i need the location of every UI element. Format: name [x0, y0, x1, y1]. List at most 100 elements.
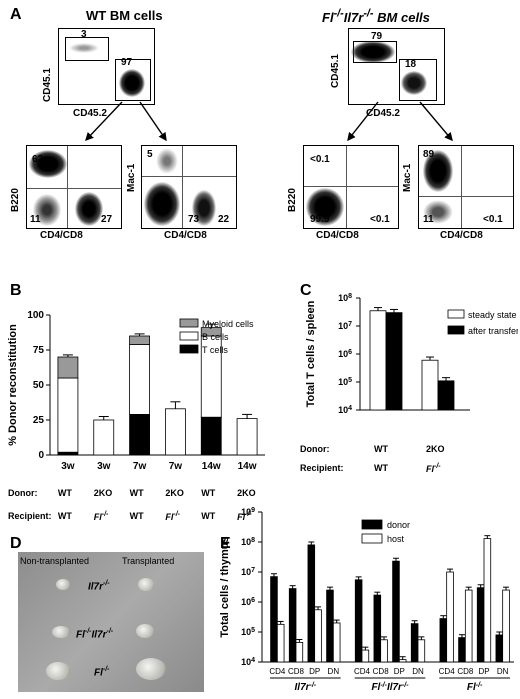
bar-steady-state — [369, 310, 387, 411]
legend-label: T cells — [202, 345, 228, 355]
recipient-value: WT — [201, 511, 216, 521]
bar-donor — [476, 587, 485, 663]
wt-mac1-q4: 22 — [218, 214, 230, 225]
legend-label: donor — [387, 520, 410, 530]
bar-donor — [307, 544, 316, 663]
wt-b220-ylabel: B220 — [10, 188, 21, 212]
wt-gate-right-value: 97 — [121, 57, 133, 68]
gate-cd451 — [65, 37, 109, 61]
legend-swatch — [447, 309, 465, 319]
y-tick-label: 100 — [27, 310, 44, 321]
donor-value: 2KO — [237, 488, 256, 498]
thymus-organ — [56, 579, 70, 590]
bar-after-transfer — [385, 312, 403, 411]
x-tick-label: CD4 — [269, 667, 286, 676]
ko-b220-q3: 99.9 — [310, 214, 330, 225]
ko-top-xlabel: CD45.2 — [366, 108, 400, 119]
quadrant-line — [304, 186, 398, 187]
donor-value: WT — [129, 488, 144, 498]
recipient-value: WT — [129, 511, 144, 521]
recipient-value: Fl-/- — [237, 511, 252, 522]
quadrant-line — [67, 146, 68, 228]
cell-cluster — [423, 150, 453, 192]
cell-cluster — [33, 194, 61, 226]
donor-value: WT — [374, 444, 388, 454]
panel-d-letter: D — [10, 535, 22, 552]
legend-label: Myeloid cells — [202, 319, 254, 329]
bar-donor — [354, 579, 363, 663]
group-label: Fl-/- — [467, 682, 483, 694]
wt-b220-q1: 62 — [32, 154, 44, 165]
y-axis-label: Total cells / thymus — [219, 536, 231, 637]
y-tick-label: 105 — [338, 377, 352, 388]
bar-myeloid-cells — [57, 356, 79, 379]
panel-c-letter: C — [300, 282, 312, 299]
wt-mac1-plot: 5 73 22 — [141, 145, 237, 229]
x-tick-label: 7w — [133, 461, 147, 472]
ko-gate-right-value: 18 — [405, 59, 417, 70]
panel-c-donor-label: Donor: — [300, 444, 330, 454]
bar-donor — [373, 594, 382, 663]
panel-b-recipient-label: Recipient: — [8, 511, 52, 521]
cell-cluster — [75, 192, 103, 226]
row-label-il7r: Il7r-/- — [88, 580, 110, 593]
cell-cluster — [69, 43, 99, 53]
bar-donor — [288, 588, 297, 663]
bar-host — [332, 622, 341, 663]
x-tick-label: DN — [497, 667, 509, 676]
cell-cluster — [351, 41, 395, 63]
panel-e-chart: 104 105 106 107 108 109 Total cells / thymus CD… — [219, 507, 514, 694]
gate-cd452 — [115, 59, 151, 101]
wt-mac1-q1: 5 — [147, 149, 153, 160]
ko-b220-q1: <0.1 — [310, 154, 330, 165]
x-tick-label: DN — [328, 667, 340, 676]
bar-host — [398, 659, 407, 663]
bar-b-cells — [93, 419, 115, 456]
y-tick-label: 106 — [338, 349, 352, 360]
bar-host — [417, 639, 426, 663]
bar-donor — [439, 618, 448, 663]
bar-host — [276, 623, 285, 663]
wt-mac1-xlabel: CD4/CD8 — [164, 230, 207, 241]
y-tick-label: 0 — [38, 450, 44, 461]
y-tick-label: 108 — [241, 537, 255, 548]
thymus-organ — [136, 624, 154, 638]
bar-after-transfer — [437, 380, 455, 411]
donor-value: 2KO — [165, 488, 184, 498]
bar-host — [314, 609, 322, 663]
cell-cluster — [423, 200, 453, 224]
quadrant-line — [182, 146, 183, 228]
x-tick-label: 3w — [97, 461, 111, 472]
quadrant-line — [419, 196, 513, 197]
x-tick-label: DP — [394, 667, 405, 676]
y-tick-label: 104 — [338, 405, 352, 416]
bar-t-cells — [200, 416, 222, 456]
x-tick-label: DP — [478, 667, 489, 676]
col-nontransplanted: Non-transplanted — [20, 556, 90, 566]
legend-swatch — [179, 331, 199, 341]
ko-cd45-plot: 79 18 — [348, 28, 445, 105]
panel-e-letter: E — [220, 535, 231, 552]
recipient-value: Fl-/- — [93, 511, 109, 522]
x-tick-label: 3w — [61, 461, 75, 472]
wt-b220-plot: 62 11 27 — [26, 145, 122, 229]
bar-donor — [270, 576, 278, 663]
organ-photo: Non-transplanted Transplanted Il7r-/- Fl… — [18, 552, 204, 692]
bar-donor — [326, 589, 334, 663]
bar-host — [361, 649, 370, 663]
bar-myeloid-cells — [200, 327, 222, 337]
group-label: Il7r-/- — [295, 682, 317, 694]
bar-steady-state — [421, 359, 439, 411]
row-label-fl: Fl-/- — [94, 666, 110, 679]
legend-label: steady state — [468, 310, 517, 320]
legend-swatch — [361, 519, 383, 530]
gating-arrows — [85, 101, 453, 142]
ko-mac1-q4: <0.1 — [483, 214, 503, 225]
recipient-value: WT — [374, 463, 388, 473]
y-axis-label: Total T cells / spleen — [305, 300, 317, 407]
quadrant-line — [461, 146, 462, 228]
bar-b-cells — [129, 344, 150, 415]
quadrant-line — [346, 146, 347, 228]
ko-mac1-plot: 89 11 <0.1 — [418, 145, 514, 229]
legend-swatch — [447, 325, 465, 335]
